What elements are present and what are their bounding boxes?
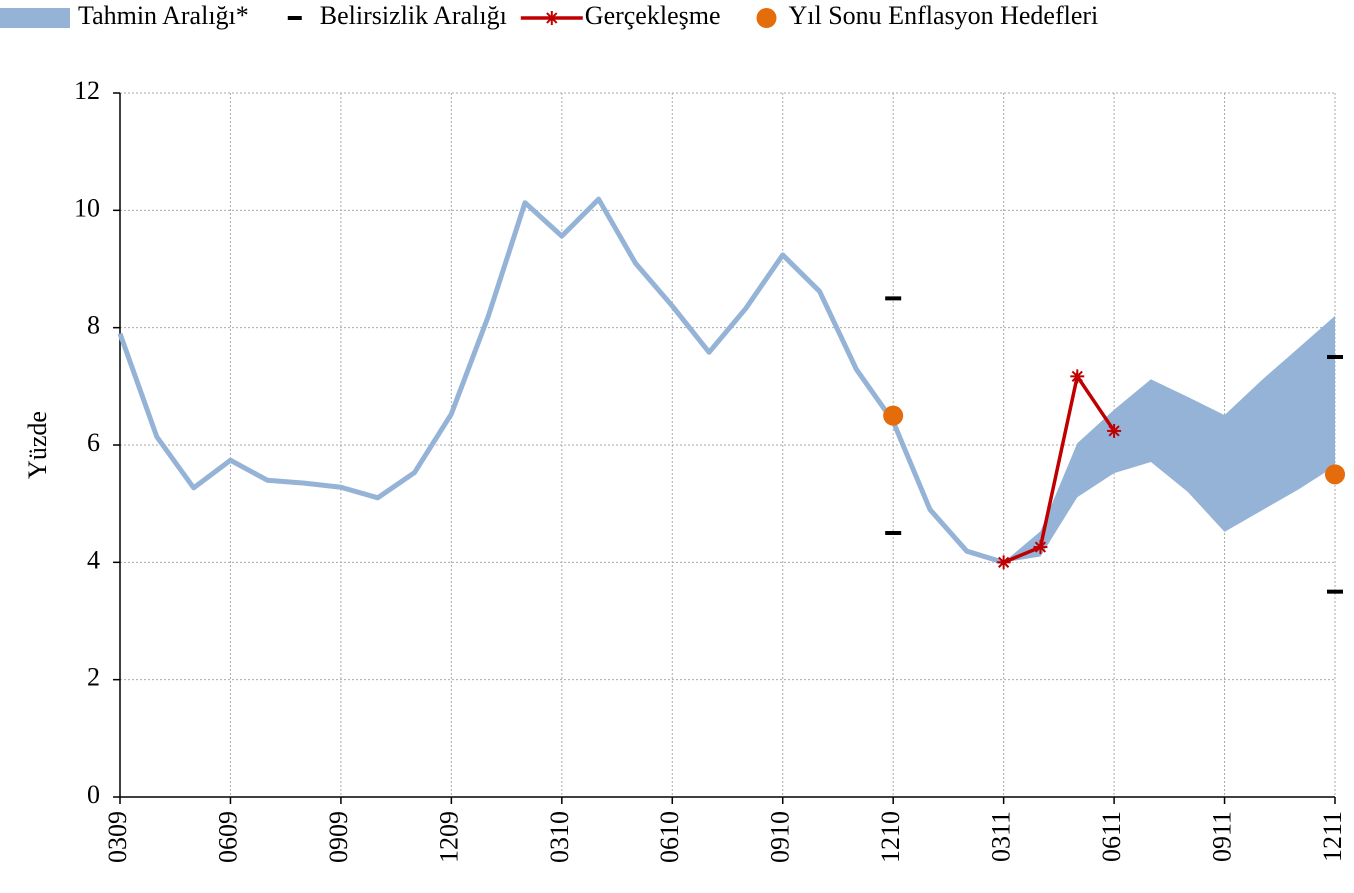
y-axis-label: Yüzde bbox=[23, 411, 52, 479]
x-tick-label: 1209 bbox=[434, 811, 463, 863]
y-tick-label: 4 bbox=[87, 545, 100, 574]
x-tick-label: 0911 bbox=[1208, 811, 1237, 862]
legend-label: Tahmin Aralığı* bbox=[78, 1, 249, 30]
x-tick-label: 0910 bbox=[766, 811, 795, 863]
legend-key-marker bbox=[544, 11, 559, 25]
y-tick-label: 0 bbox=[87, 780, 100, 809]
history-line bbox=[117, 196, 1005, 565]
target-dot bbox=[883, 405, 904, 426]
legend-label: Gerçekleşme bbox=[585, 1, 721, 30]
target-dot bbox=[1325, 464, 1345, 485]
legend-key bbox=[756, 8, 777, 28]
y-tick-label: 2 bbox=[87, 663, 100, 692]
x-tick-label: 1210 bbox=[876, 811, 905, 863]
legend-key bbox=[0, 8, 70, 28]
x-tick-label: 0611 bbox=[1097, 811, 1126, 862]
x-tick-label: 0310 bbox=[545, 811, 574, 863]
y-tick-label: 12 bbox=[74, 76, 100, 105]
x-tick-label: 0610 bbox=[655, 811, 684, 863]
x-tick-label: 0309 bbox=[103, 811, 132, 863]
actual-marker bbox=[996, 555, 1011, 570]
actual-marker bbox=[1070, 369, 1085, 384]
x-tick-label: 0909 bbox=[324, 811, 353, 863]
forecast-band bbox=[1003, 315, 1335, 563]
legend-label: Yıl Sonu Enflasyon Hedefleri bbox=[789, 1, 1099, 30]
actual-marker bbox=[1033, 540, 1048, 555]
y-tick-label: 10 bbox=[74, 193, 100, 222]
y-tick-label: 8 bbox=[87, 311, 100, 340]
y-tick-label: 6 bbox=[87, 428, 100, 457]
legend-label: Belirsizlik Aralığı bbox=[320, 1, 507, 30]
x-tick-label: 0311 bbox=[987, 811, 1016, 862]
actual-line bbox=[1002, 371, 1116, 564]
x-tick-label: 1211 bbox=[1318, 811, 1347, 862]
x-tick-label: 0609 bbox=[213, 811, 242, 863]
actual-marker bbox=[1107, 423, 1122, 438]
